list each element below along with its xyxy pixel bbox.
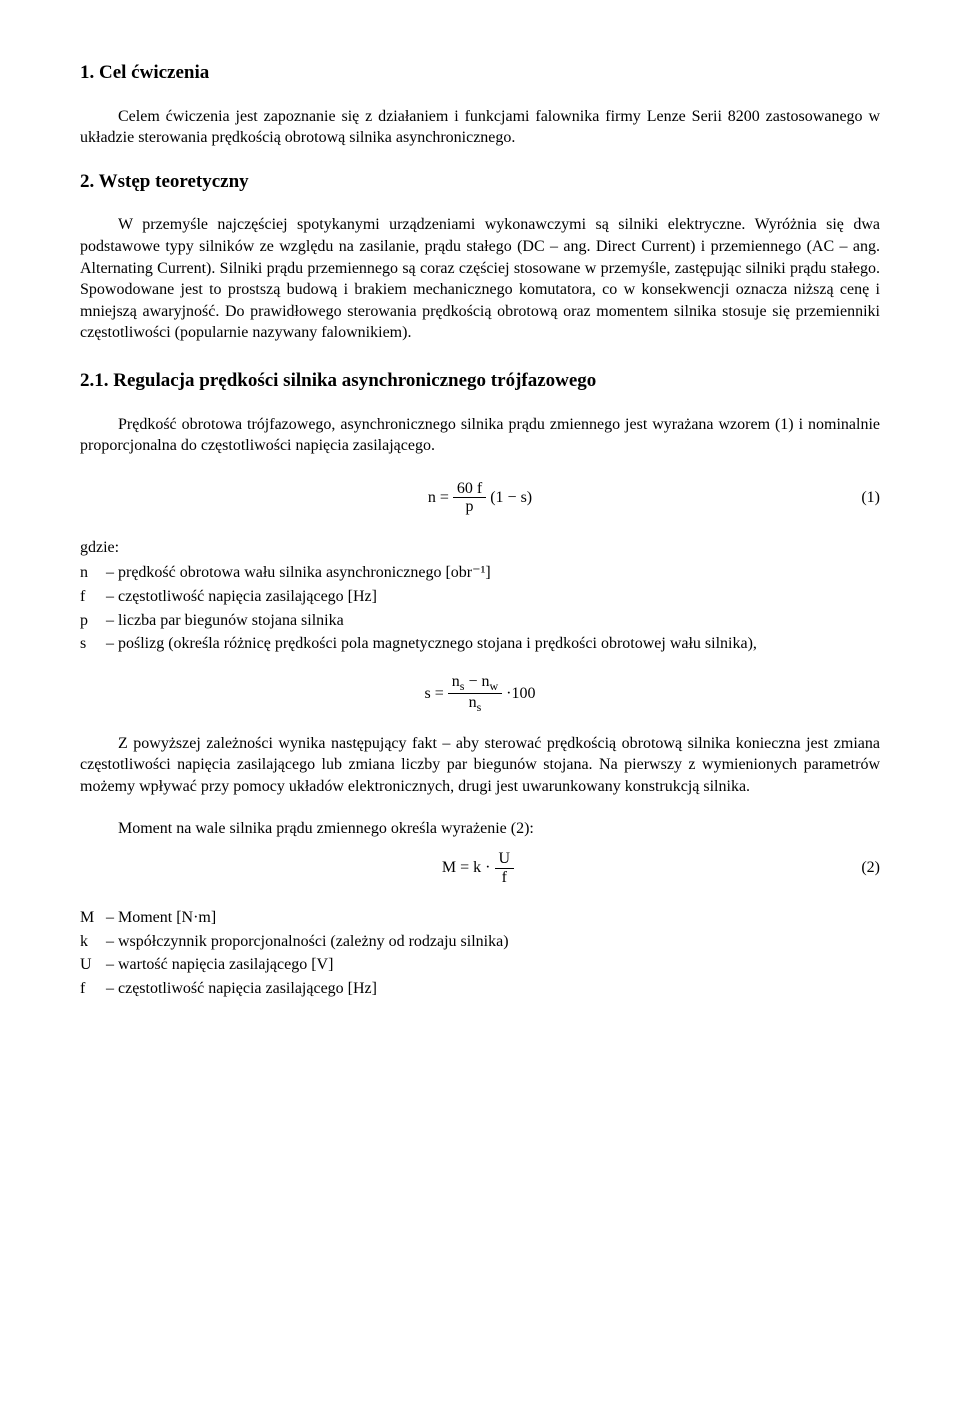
where-desc: – wartość napięcia zasilającego [V] [106, 954, 880, 976]
section-2-body: W przemyśle najczęściej spotykanymi urzą… [80, 214, 880, 344]
formula-1-lhs: n = [428, 487, 449, 509]
formula-2-frac-bot: f [498, 869, 511, 887]
formula-1-frac-top: 60 f [453, 480, 486, 499]
formula-2-frac-top: U [495, 850, 515, 869]
para-after-s-1: Z powyższej zależności wynika następując… [80, 733, 880, 798]
formula-s-frac-top: ns − nw [448, 673, 502, 694]
formula-s: s = ns − nw ns ·100 [80, 673, 880, 715]
where-desc: – częstotliwość napięcia zasilającego [H… [106, 978, 880, 1000]
formula-s-lhs: s = [425, 683, 444, 705]
formula-2: M = k · U f (2) [80, 847, 880, 889]
where-desc: – współczynnik proporcjonalności (zależn… [106, 931, 880, 953]
where-row: f – częstotliwość napięcia zasilającego … [80, 978, 880, 1000]
where-row: f – częstotliwość napięcia zasilającego … [80, 586, 880, 608]
where-2-list: M – Moment [N·m] k – współczynnik propor… [80, 907, 880, 999]
where-row: k – współczynnik proporcjonalności (zale… [80, 931, 880, 953]
para-after-s-2: Moment na wale silnika prądu zmiennego o… [80, 818, 880, 840]
section-1-title: 1. Cel ćwiczenia [80, 60, 880, 86]
where-desc: – poślizg (określa różnicę prędkości pol… [106, 633, 880, 655]
where-sym: M [80, 907, 106, 929]
where-sym: p [80, 610, 106, 632]
where-1-list: n – prędkość obrotowa wału silnika async… [80, 562, 880, 654]
formula-s-rhs: ·100 [506, 683, 535, 705]
formula-s-frac: ns − nw ns [448, 673, 502, 715]
where-row: U – wartość napięcia zasilającego [V] [80, 954, 880, 976]
where-desc: – prędkość obrotowa wału silnika asynchr… [106, 562, 880, 584]
section-2-title: 2. Wstęp teoretyczny [80, 169, 880, 195]
where-desc: – liczba par biegunów stojana silnika [106, 610, 880, 632]
formula-1-frac: 60 f p [453, 480, 486, 516]
formula-1-number: (1) [861, 487, 880, 509]
where-sym: k [80, 931, 106, 953]
where-desc: – Moment [N·m] [106, 907, 880, 929]
where-sym: n [80, 562, 106, 584]
where-sym: s [80, 633, 106, 655]
where-sym: f [80, 978, 106, 1000]
where-row: p – liczba par biegunów stojana silnika [80, 610, 880, 632]
section-2-1-body: Prędkość obrotowa trójfazowego, asynchro… [80, 414, 880, 457]
formula-2-lhs: M = k · [442, 857, 491, 879]
where-row: s – poślizg (określa różnicę prędkości p… [80, 633, 880, 655]
where-desc: – częstotliwość napięcia zasilającego [H… [106, 586, 880, 608]
where-row: M – Moment [N·m] [80, 907, 880, 929]
formula-1: n = 60 f p (1 − s) (1) [80, 477, 880, 519]
section-2-1-title: 2.1. Regulacja prędkości silnika asynchr… [80, 368, 880, 394]
formula-2-number: (2) [861, 857, 880, 879]
formula-1-rhs: (1 − s) [490, 487, 532, 509]
formula-2-frac: U f [495, 850, 515, 886]
section-1-body: Celem ćwiczenia jest zapoznanie się z dz… [80, 106, 880, 149]
formula-1-frac-bot: p [462, 498, 478, 516]
where-sym: f [80, 586, 106, 608]
formula-s-frac-bot: ns [465, 694, 486, 714]
where-row: n – prędkość obrotowa wału silnika async… [80, 562, 880, 584]
where-1-label: gdzie: [80, 537, 880, 559]
where-sym: U [80, 954, 106, 976]
